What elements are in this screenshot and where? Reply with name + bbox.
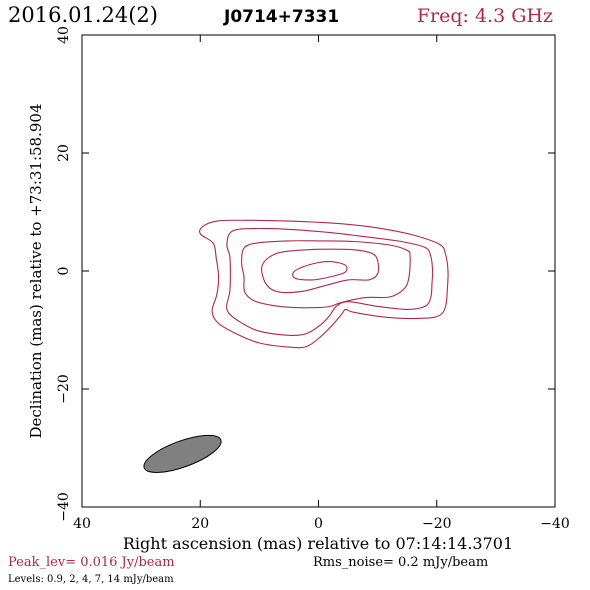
x-axis-label: Right ascension (mas) relative to 07:14:…: [123, 534, 513, 553]
source-name: J0714+7331: [223, 7, 339, 27]
contour-level-7: [261, 248, 380, 294]
y-tick-label: 20: [56, 144, 72, 162]
rms-noise: Rms_noise= 0.2 mJy/beam: [313, 555, 488, 570]
x-tick-label: 40: [73, 516, 91, 532]
y-tick-label: 0: [56, 267, 72, 276]
y-axis-label: Declination (mas) relative to +73:31:58.…: [27, 103, 45, 438]
peak-level: Peak_lev= 0.016 Jy/beam: [8, 555, 175, 570]
contour-level-0-9: [199, 219, 449, 349]
x-tick-label: −40: [540, 516, 570, 532]
x-tick-label: 20: [191, 516, 209, 532]
contour-group: [199, 219, 449, 349]
plot-frame: [81, 34, 556, 508]
axis-ticks: [81, 34, 556, 508]
contour-levels: Levels: 0.9, 2, 4, 7, 14 mJy/beam: [8, 574, 174, 585]
beam-ellipse: [143, 434, 222, 473]
beam-group: [143, 434, 222, 473]
observation-date: 2016.01.24(2): [8, 3, 158, 27]
contour-level-4: [241, 240, 411, 309]
contour-level-2: [226, 227, 434, 337]
y-tick-label: −40: [56, 492, 72, 522]
y-tick-label: 40: [56, 26, 72, 44]
y-tick-label: −20: [56, 374, 72, 404]
x-tick-label: −20: [422, 516, 452, 532]
x-tick-label: 0: [314, 516, 323, 532]
axis-tick-labels: 40 20 0 −20 −40 −40 −20 0 20 40: [56, 26, 570, 532]
contour-level-14: [292, 261, 348, 281]
frequency-label: Freq: 4.3 GHz: [417, 5, 553, 27]
